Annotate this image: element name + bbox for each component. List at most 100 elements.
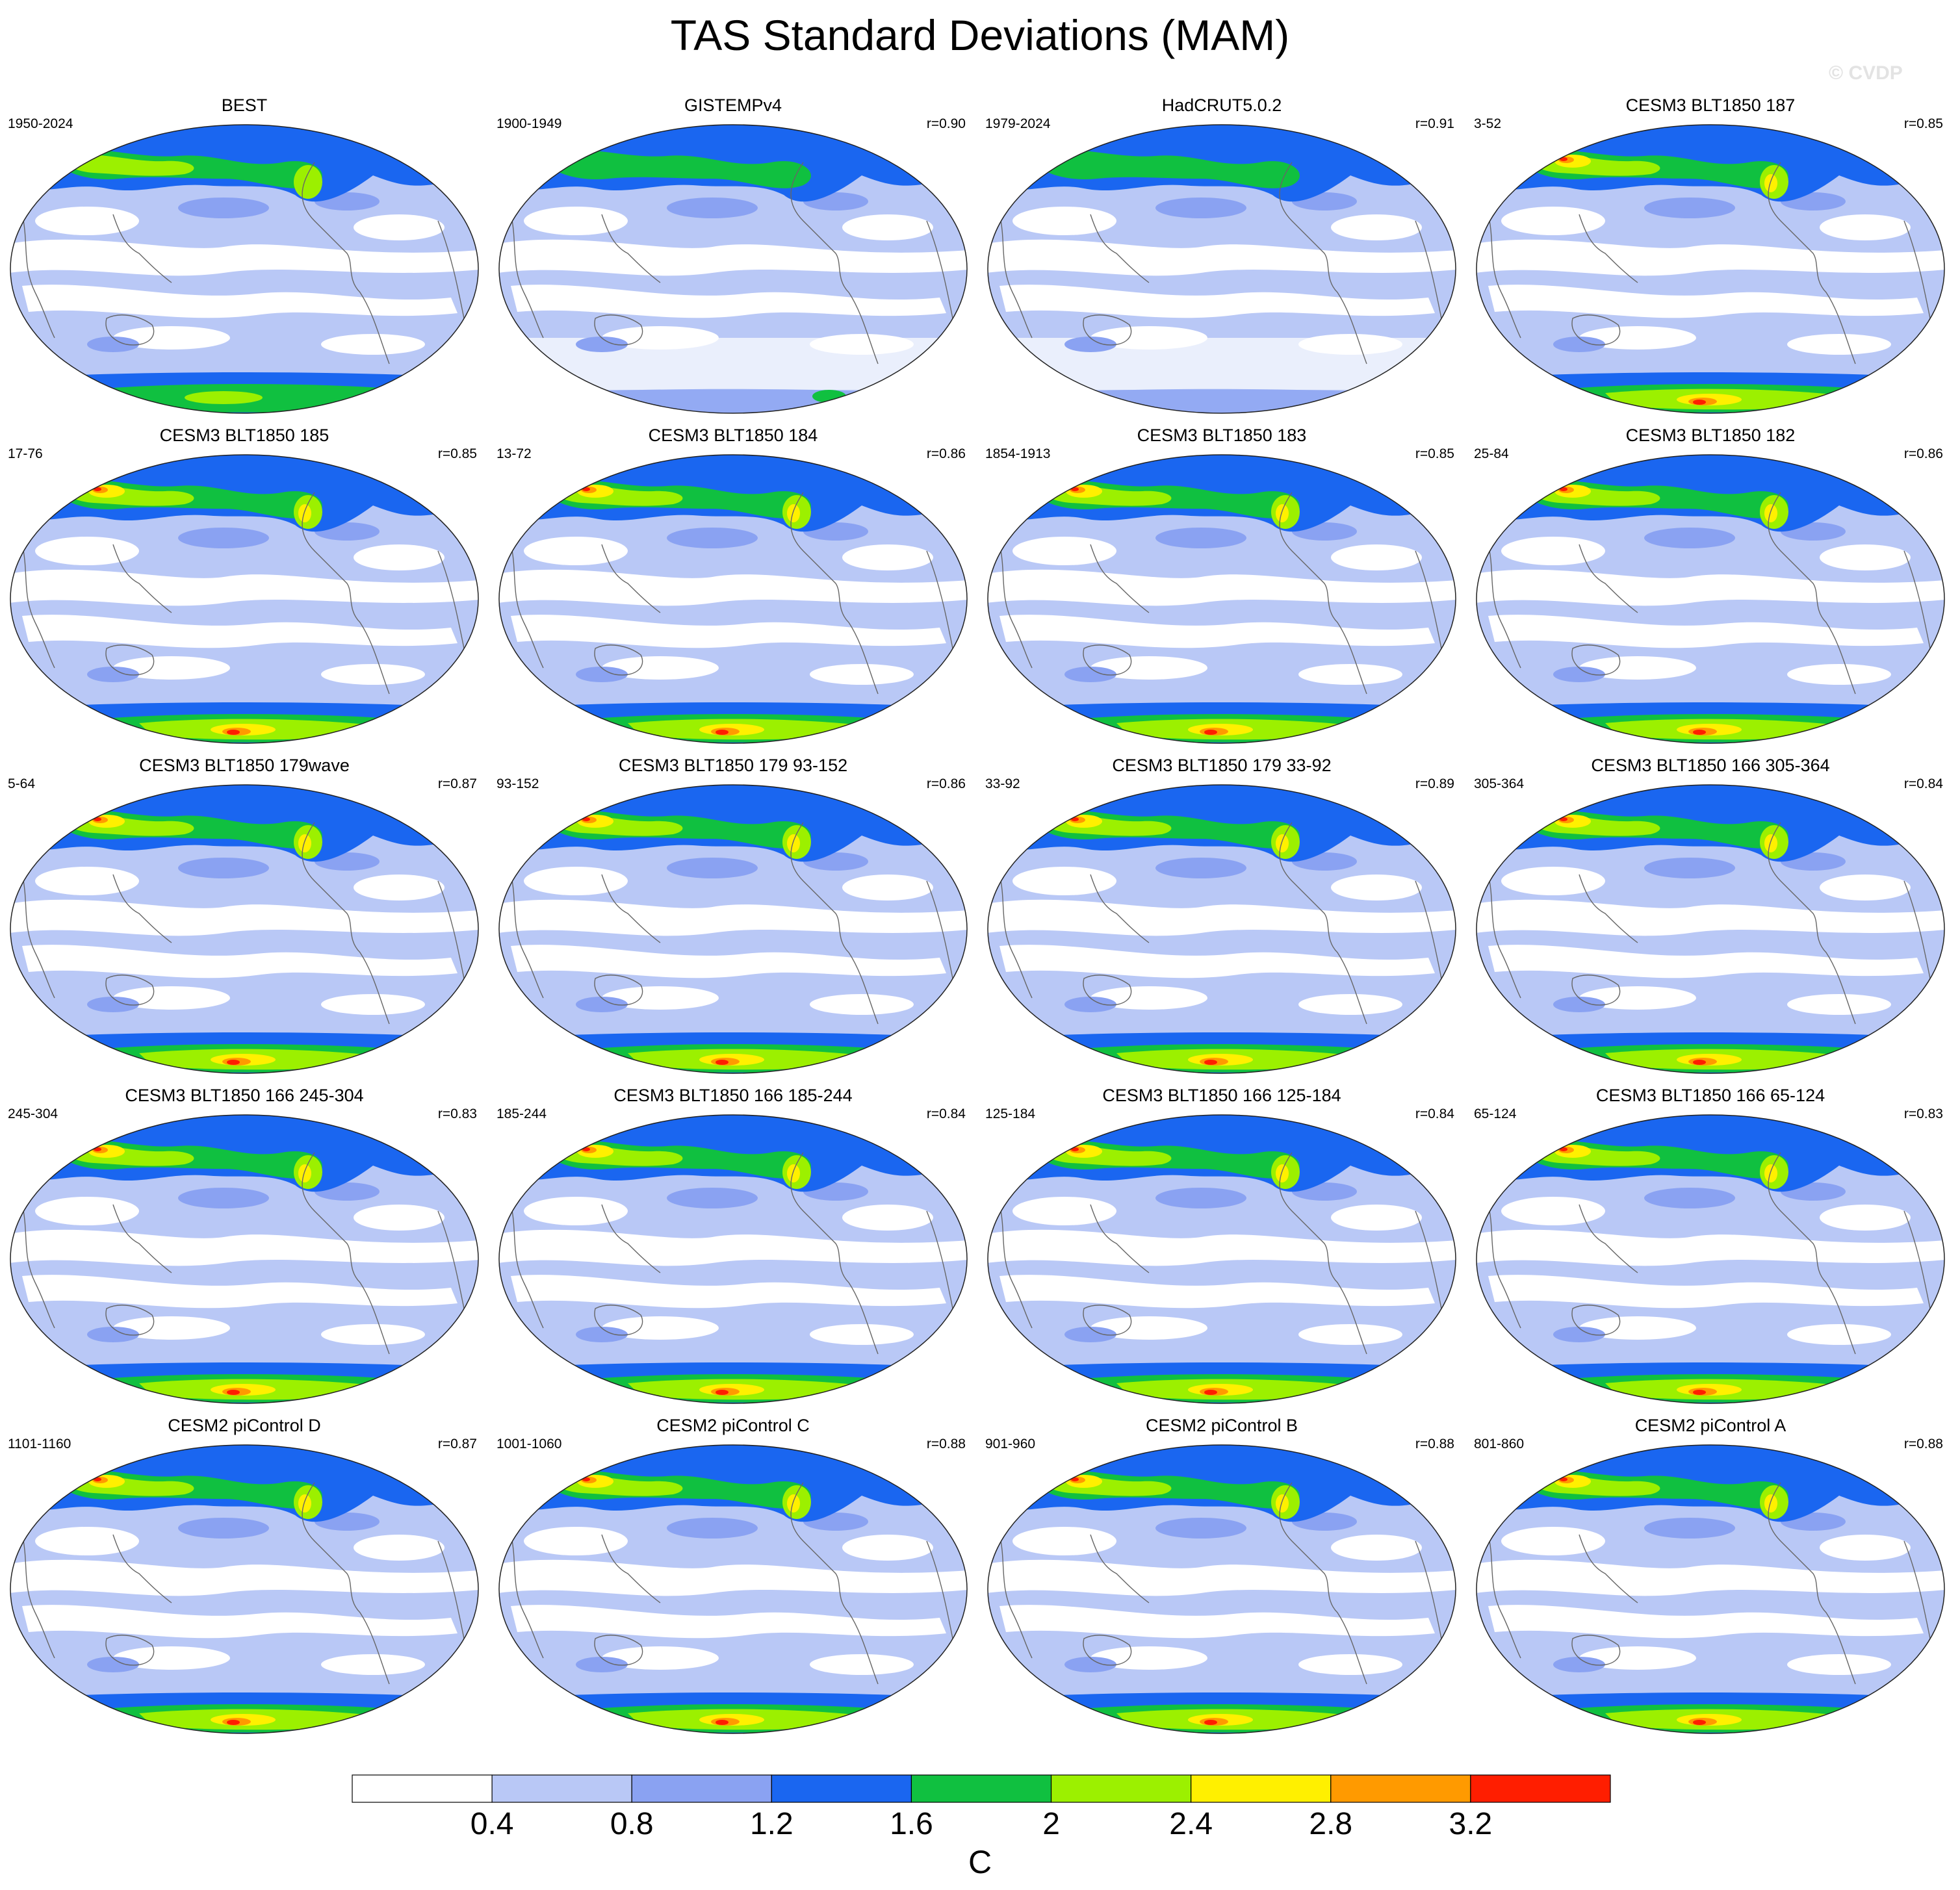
figure-title: TAS Standard Deviations (MAM) (670, 11, 1290, 59)
panel-correlation: r=0.87 (437, 776, 477, 791)
colorbar-swatch (771, 1774, 912, 1803)
panel-correlation: r=0.88 (1415, 1437, 1454, 1451)
panel-correlation: r=0.88 (926, 1437, 966, 1451)
world-map (987, 1114, 1456, 1404)
map-panel: BEST 1950-2024 (4, 95, 485, 420)
panel-title: CESM3 BLT1850 179 93-152 (618, 756, 848, 775)
panel-title: GISTEMPv4 (684, 96, 782, 115)
map-panel: CESM3 BLT1850 166 305-364 305-364 r=0.84 (1470, 755, 1951, 1080)
panel-years: 93-152 (496, 776, 539, 791)
panel-correlation: r=0.90 (926, 116, 966, 131)
panel-title: CESM3 BLT1850 184 (648, 426, 818, 445)
panel-correlation: r=0.86 (926, 446, 966, 461)
world-map (1476, 454, 1945, 744)
panel-correlation: r=0.84 (1415, 1106, 1454, 1121)
colorbar-tick-label: 3.2 (1449, 1807, 1493, 1841)
panel-years: 901-960 (985, 1437, 1036, 1451)
colorbar-swatch (352, 1774, 493, 1803)
panel-title: CESM2 piControl C (656, 1416, 810, 1435)
colorbar-tick-label: 0.8 (610, 1807, 654, 1841)
panel-title: CESM2 piControl D (168, 1416, 321, 1435)
world-map (10, 784, 479, 1074)
map-panel: CESM2 piControl B 901-960 r=0.88 (981, 1415, 1462, 1740)
panel-correlation: r=0.83 (437, 1106, 477, 1121)
panel-correlation: r=0.84 (1903, 776, 1943, 791)
colorbar-units: C (968, 1844, 992, 1880)
panel-title: BEST (221, 96, 268, 115)
world-map (1476, 1114, 1945, 1404)
map-panel: CESM3 BLT1850 187 3-52 r=0.85 (1470, 95, 1951, 420)
panel-title: CESM3 BLT1850 185 (159, 426, 329, 445)
world-map (987, 454, 1456, 744)
world-map (987, 1444, 1456, 1734)
world-map (498, 454, 968, 744)
panel-title: CESM3 BLT1850 166 245-304 (125, 1086, 364, 1105)
colorbar-tick-label: 2.8 (1309, 1807, 1353, 1841)
panel-title: CESM3 BLT1850 187 (1625, 96, 1796, 115)
colorbar-swatch (1330, 1774, 1471, 1803)
panel-correlation: r=0.88 (1903, 1437, 1943, 1451)
panel-title: CESM3 BLT1850 183 (1137, 426, 1307, 445)
panel-years: 65-124 (1474, 1106, 1517, 1121)
panel-title: CESM3 BLT1850 166 185-244 (613, 1086, 853, 1105)
panel-years: 17-76 (8, 446, 43, 461)
panel-years: 1950-2024 (8, 116, 73, 131)
colorbar-swatch (491, 1774, 632, 1803)
colorbar-tick-label: 2.4 (1169, 1807, 1213, 1841)
map-panel: CESM3 BLT1850 179 93-152 93-152 r=0.86 (493, 755, 974, 1080)
panel-years: 1101-1160 (8, 1437, 71, 1451)
map-panel: CESM2 piControl D 1101-1160 r=0.87 (4, 1415, 485, 1740)
panel-correlation: r=0.86 (1903, 446, 1943, 461)
panel-title: CESM3 BLT1850 179 33-92 (1112, 756, 1332, 775)
panel-years: 801-860 (1474, 1437, 1525, 1451)
panel-title: CESM3 BLT1850 166 125-184 (1102, 1086, 1341, 1105)
panel-title: CESM3 BLT1850 166 305-364 (1591, 756, 1830, 775)
panel-years: 185-244 (496, 1106, 547, 1121)
panel-title: CESM2 piControl A (1634, 1416, 1786, 1435)
panel-correlation: r=0.83 (1903, 1106, 1943, 1121)
world-map (498, 1114, 968, 1404)
map-panel: CESM3 BLT1850 166 125-184 125-184 r=0.84 (981, 1085, 1462, 1410)
panel-years: 1001-1060 (496, 1437, 562, 1451)
world-map (987, 124, 1456, 414)
world-map (10, 1444, 479, 1734)
map-panel: GISTEMPv4 1900-1949 r=0.90 (493, 95, 974, 420)
map-panel: CESM2 piControl A 801-860 r=0.88 (1470, 1415, 1951, 1740)
colorbar-tick-label: 2 (1042, 1807, 1060, 1841)
world-map (498, 784, 968, 1074)
colorbar-tick-label: 1.2 (749, 1807, 793, 1841)
panel-years: 13-72 (496, 446, 532, 461)
map-panel: CESM3 BLT1850 183 1854-1913 r=0.85 (981, 425, 1462, 750)
panel-years: 33-92 (985, 776, 1020, 791)
world-map (498, 124, 968, 414)
map-panel: CESM3 BLT1850 185 17-76 r=0.85 (4, 425, 485, 750)
world-map (10, 454, 479, 744)
panel-years: 1854-1913 (985, 446, 1051, 461)
panel-years: 5-64 (8, 776, 36, 791)
map-panel: CESM3 BLT1850 184 13-72 r=0.86 (493, 425, 974, 750)
panel-years: 245-304 (8, 1106, 58, 1121)
panel-years: 305-364 (1474, 776, 1525, 791)
panel-years: 1900-1949 (496, 116, 562, 131)
colorbar-tick-label: 0.4 (470, 1807, 514, 1841)
world-map (10, 1114, 479, 1404)
panel-correlation: r=0.85 (437, 446, 477, 461)
map-panel: CESM3 BLT1850 166 185-244 185-244 r=0.84 (493, 1085, 974, 1410)
world-map (498, 1444, 968, 1734)
world-map (10, 124, 479, 414)
panel-correlation: r=0.91 (1415, 116, 1454, 131)
panel-years: 1979-2024 (985, 116, 1051, 131)
panel-title: CESM3 BLT1850 166 65-124 (1595, 1086, 1825, 1105)
map-panel: CESM3 BLT1850 179 33-92 33-92 r=0.89 (981, 755, 1462, 1080)
world-map (1476, 784, 1945, 1074)
panel-title: CESM3 BLT1850 179wave (139, 756, 350, 775)
map-panel: CESM3 BLT1850 166 245-304 245-304 r=0.83 (4, 1085, 485, 1410)
colorbar-swatch (631, 1774, 772, 1803)
panel-years: 3-52 (1474, 116, 1502, 131)
panel-correlation: r=0.85 (1903, 116, 1943, 131)
map-panel: CESM3 BLT1850 166 65-124 65-124 r=0.83 (1470, 1085, 1951, 1410)
colorbar-swatch (910, 1774, 1052, 1803)
panel-correlation: r=0.89 (1415, 776, 1454, 791)
map-panel: HadCRUT5.0.2 1979-2024 r=0.91 (981, 95, 1462, 420)
world-map (987, 784, 1456, 1074)
